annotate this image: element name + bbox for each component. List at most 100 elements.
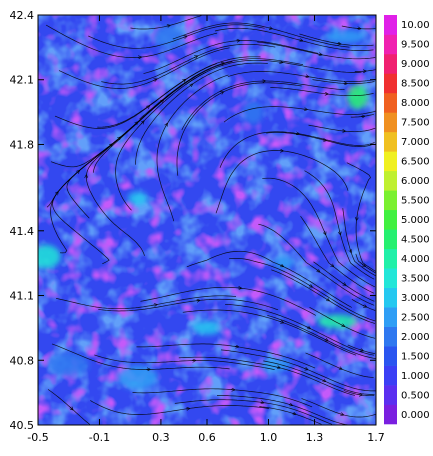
streamline (143, 40, 319, 74)
streamline-arrow (166, 26, 170, 27)
y-tick-label: 42.1 (10, 74, 35, 87)
streamline (85, 118, 145, 256)
streamline (219, 131, 375, 168)
streamline-arrow (343, 283, 345, 285)
heatmap-feature (192, 320, 222, 335)
streamline (300, 215, 375, 294)
colorbar-swatch (384, 151, 397, 172)
x-tick-label: -0.5 (27, 431, 48, 444)
streamline-arrow (325, 339, 327, 340)
streamline-arrow (220, 63, 224, 64)
streamline (271, 269, 376, 324)
heatmap-feature (117, 365, 158, 390)
y-tick-label: 42.4 (10, 9, 35, 22)
colorbar-label: 7.500 (401, 118, 430, 129)
streamline (132, 388, 313, 408)
streamline (52, 139, 119, 265)
colorbar-swatch (384, 248, 397, 269)
streamline (346, 162, 376, 272)
y-axis: 40.5 40.8 41.1 41.4 41.8 42.1 42.4 (10, 9, 376, 432)
streamline-arrow (288, 404, 292, 405)
colorbar-swatch (384, 385, 397, 405)
colorbar-swatch (384, 92, 397, 113)
streamline (181, 80, 345, 131)
streamline-arrow (142, 122, 144, 124)
streamline (172, 22, 350, 48)
colorbar-label: 1.500 (401, 351, 430, 362)
streamlines (45, 15, 376, 425)
colorbar-swatch (384, 73, 397, 94)
streamline-arrow (339, 368, 341, 369)
streamline (223, 106, 376, 123)
colorbar-label: 5.000 (401, 215, 430, 226)
streamline (301, 398, 376, 418)
x-tick-label: 0.6 (198, 431, 216, 444)
streamline (258, 223, 375, 306)
streamline-arrow (318, 54, 321, 55)
streamline-arrow (279, 322, 283, 323)
colorbar-label: 9.000 (401, 59, 430, 70)
y-tick-label: 41.4 (10, 225, 35, 238)
heatmap-feature (127, 191, 148, 206)
colorbar-label: 3.500 (401, 273, 430, 284)
streamline (136, 343, 316, 369)
streamline-arrow (194, 56, 196, 57)
streamline (228, 258, 376, 322)
streamline-arrow (183, 80, 185, 81)
streamline-arrow (268, 28, 272, 29)
streamline (227, 71, 375, 82)
colorbar-label: 8.000 (401, 98, 430, 109)
streamline-arrow (322, 140, 326, 141)
streamline (214, 27, 374, 51)
streamline (51, 343, 230, 370)
streamline (342, 208, 376, 277)
heatmap-field (38, 15, 376, 425)
heatmap-noise-purple (38, 15, 376, 425)
colorbar-swatch (384, 131, 397, 152)
colorbar-swatch (384, 307, 397, 327)
streamline (215, 150, 349, 214)
colorbar-swatch (384, 229, 397, 250)
streamline-arrow (331, 265, 333, 267)
colorbar-swatch (384, 287, 397, 308)
heatmap-feature (347, 85, 368, 109)
colorbar-swatch (384, 170, 397, 191)
heatmap-features (38, 24, 368, 390)
streamline-arrow (350, 248, 351, 252)
streamline-arrow (220, 92, 222, 93)
colorbar-label: 6.000 (401, 176, 430, 187)
streamline (176, 82, 302, 176)
streamline-arrow (184, 37, 186, 38)
colorbar-label: 5.500 (401, 196, 430, 207)
streamline (270, 87, 374, 97)
streamline (101, 43, 276, 85)
streamline (299, 33, 374, 47)
streamline-arrow (363, 306, 365, 307)
streamline-arrow (292, 413, 295, 414)
colorbar-label: 4.500 (401, 234, 430, 245)
colorbar-label: 3.000 (401, 293, 430, 304)
streamline-arrow (70, 407, 72, 409)
streamline (58, 47, 230, 89)
heatmap-feature (48, 352, 89, 377)
colorbar-label: 10.00 (401, 20, 430, 31)
y-tick-label: 40.8 (10, 354, 35, 367)
x-tick-label: 1.3 (306, 431, 324, 444)
colorbar-label: 2.000 (401, 332, 430, 343)
streamline (266, 132, 374, 147)
heatmap-feature (317, 314, 358, 329)
y-tick-label: 41.8 (10, 138, 35, 151)
colorbar-label: 1.000 (401, 371, 430, 382)
streamline (259, 406, 322, 425)
heatmap-feature (153, 24, 184, 49)
colorbar-swatch (384, 34, 397, 55)
streamline (156, 74, 229, 222)
streamline (178, 356, 355, 396)
colorbar-swatch (384, 112, 397, 133)
streamline-arrow (363, 264, 365, 266)
colorbar-label: 7.000 (401, 137, 430, 148)
streamline-arrow (317, 270, 319, 272)
y-tick-label: 40.5 (10, 419, 35, 432)
heatmap-feature (325, 29, 366, 44)
